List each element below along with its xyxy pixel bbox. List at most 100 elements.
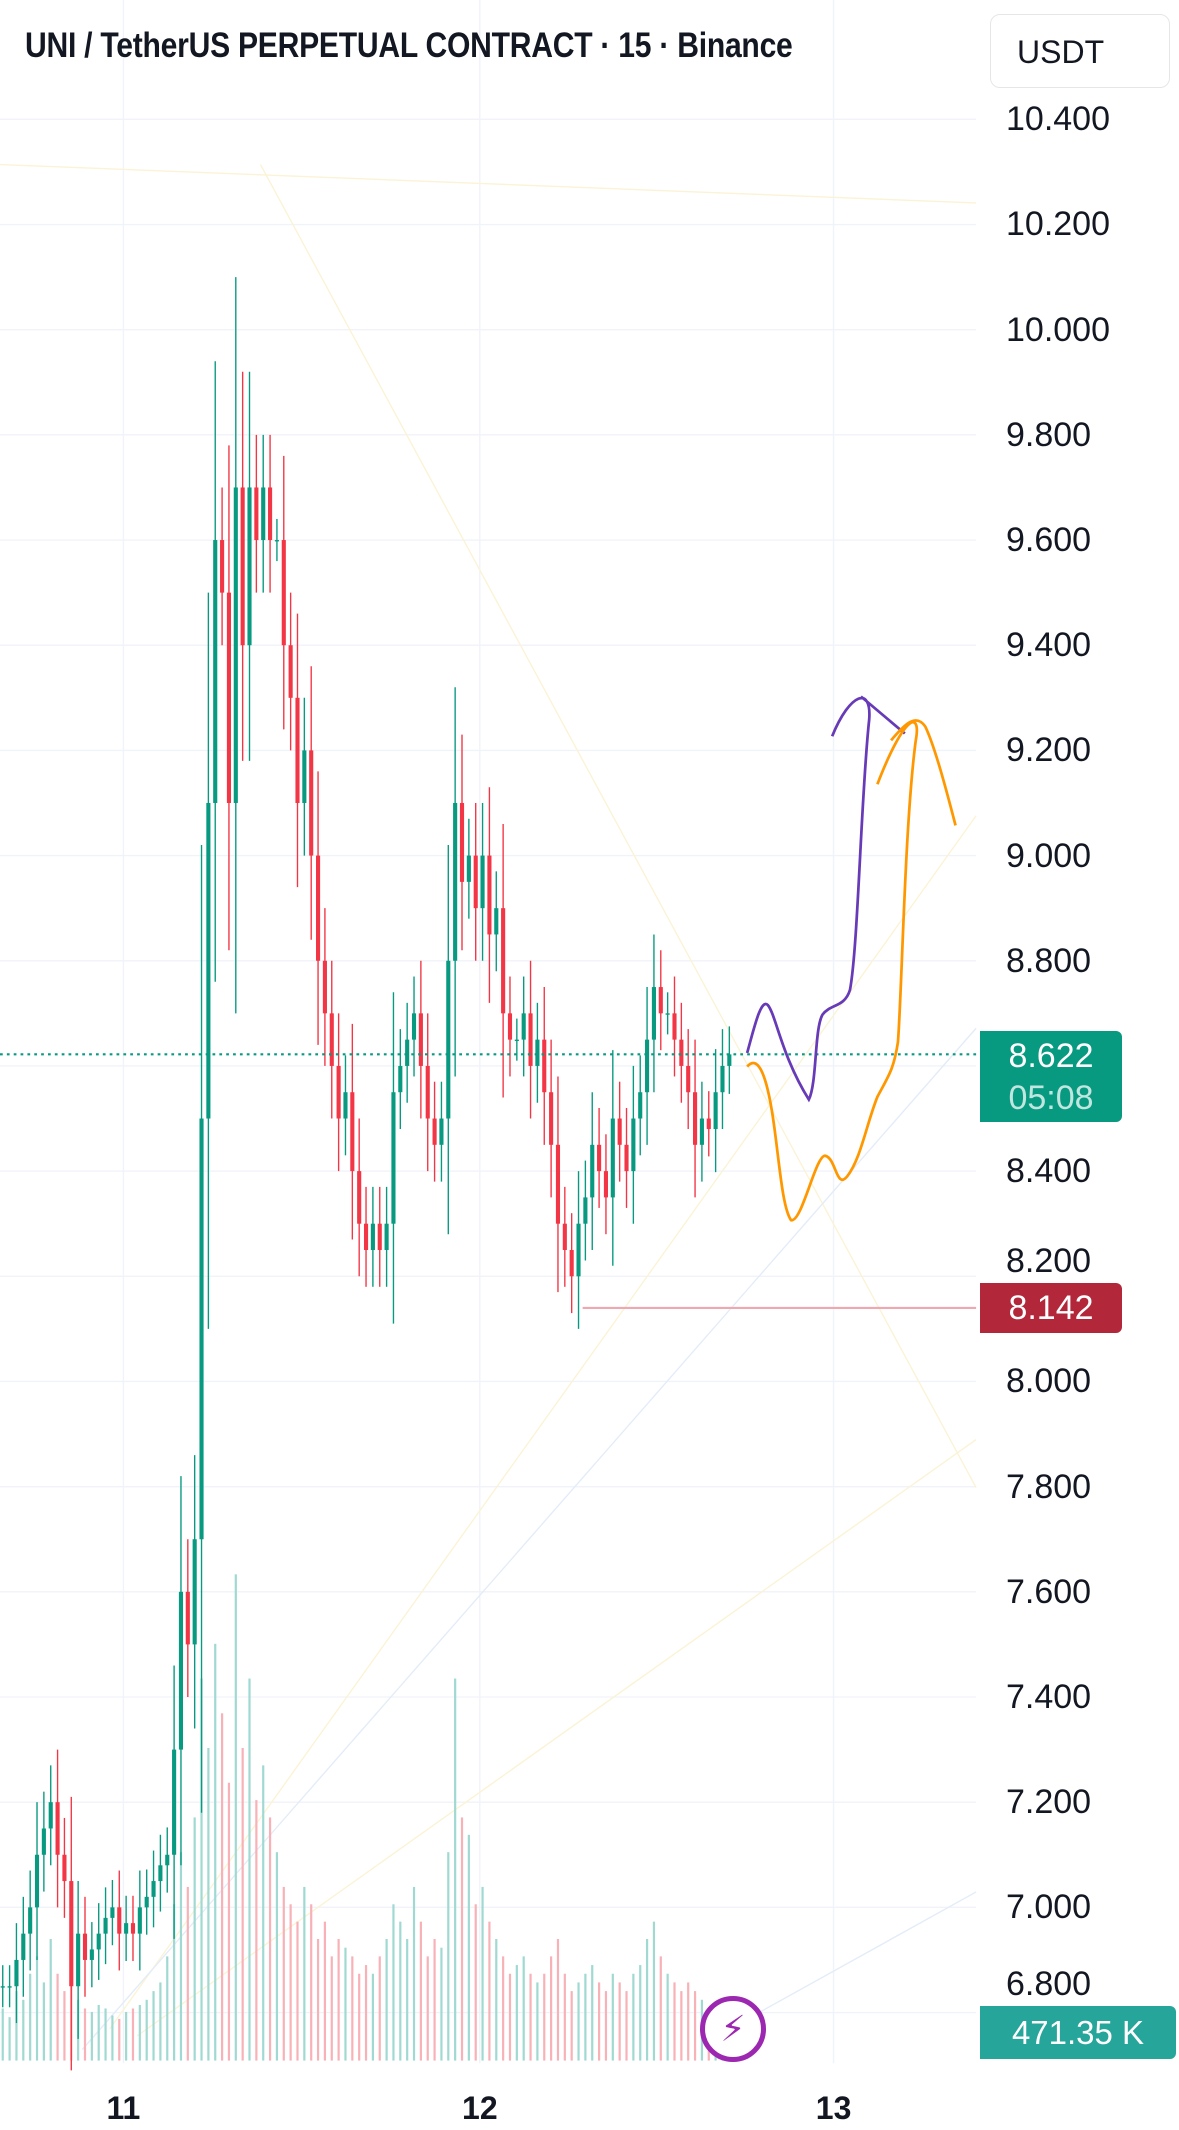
candle-body [14, 1959, 19, 1987]
candle-body [48, 1802, 53, 1829]
volume-bar [15, 1991, 18, 2061]
volume-bar [440, 1947, 443, 2061]
candle-body [41, 1828, 46, 1855]
candle-body [446, 960, 451, 1119]
price-axis-label: 8.000 [1006, 1362, 1092, 1401]
candle-body [137, 1907, 142, 1934]
volume-bar [693, 1991, 697, 2061]
volume-bar [186, 1886, 189, 2061]
candle-body [302, 750, 307, 803]
candle-body [507, 1013, 513, 1040]
candle-body [69, 1881, 74, 1987]
volume-bar [515, 1965, 518, 2061]
candle-body [713, 1092, 718, 1130]
candle-body [638, 1092, 643, 1119]
candle-body [363, 1223, 369, 1250]
volume-bar [268, 1817, 272, 2061]
volume-bar [173, 1904, 176, 2061]
candle-body [247, 487, 252, 646]
volume-bar [234, 1574, 237, 2061]
volume-bar [584, 1973, 587, 2061]
volume-bar [131, 2008, 135, 2061]
price-axis-label: 9.000 [1006, 836, 1092, 875]
candle-body [528, 1013, 533, 1066]
candle-body [405, 1039, 410, 1066]
candle-body [117, 1907, 122, 1934]
volume-bar [426, 1956, 429, 2061]
volume-bar [378, 1956, 381, 2061]
candle-body [144, 1896, 149, 1908]
candle-body [7, 1986, 12, 1988]
volume-bar [550, 1956, 553, 2061]
volume-bar [111, 2015, 114, 2061]
price-axis-label: 7.600 [1006, 1572, 1092, 1611]
price-axis-label: 9.800 [1006, 415, 1092, 454]
volume-bar [488, 1921, 491, 2061]
volume-bar [330, 1956, 333, 2061]
volume-bar [227, 1782, 231, 2061]
volume-bar [618, 1982, 621, 2061]
candle-body [124, 1923, 129, 1934]
drawing-purple-path[interactable] [745, 695, 906, 1103]
volume-bar [42, 1982, 45, 2061]
volume-bar [495, 1939, 498, 2061]
volume-bar [502, 1956, 505, 2061]
candle-body [645, 1039, 650, 1093]
volume-bar [604, 1991, 608, 2061]
candle-body [55, 1802, 60, 1855]
price-axis-label: 8.800 [1006, 941, 1092, 980]
volume-bar [522, 1956, 525, 2061]
price-axis-label: 8.200 [1006, 1242, 1092, 1280]
candle-body [322, 960, 327, 1014]
candle-body [610, 1118, 615, 1198]
candles [0, 277, 732, 2071]
current-price-tag: 8.622 05:08 [980, 1031, 1122, 1122]
candle-body [597, 1144, 602, 1172]
currency-selector[interactable]: USDT [990, 14, 1170, 88]
price-axis-label: 9.400 [1006, 626, 1092, 665]
candle-body [233, 487, 238, 803]
volume-bar [529, 1973, 532, 2061]
grid-lines [0, 0, 977, 2064]
bar-countdown: 05:08 [1008, 1079, 1094, 1117]
candle-body [651, 987, 656, 1040]
candle-body [521, 1013, 526, 1040]
volume-bar [316, 1939, 320, 2061]
candle-body [603, 1171, 609, 1198]
volume-bar [577, 1982, 580, 2061]
volume-bar [433, 1939, 436, 2061]
candle-body [254, 487, 259, 541]
candle-body [268, 487, 273, 541]
candle-body [172, 1749, 177, 1855]
drawing-orange-path[interactable] [746, 719, 957, 1222]
candle-body [295, 697, 300, 803]
volume-bar [460, 1817, 464, 2061]
volume-bar [467, 1834, 470, 2061]
drawing-trendlines [0, 163, 977, 2051]
candle-body [192, 1539, 197, 1645]
volume-bar [673, 1982, 676, 2061]
candle-body [672, 1013, 677, 1040]
volume-bar [303, 1886, 306, 2061]
candle-body [617, 1118, 622, 1145]
volume-bar [262, 1765, 265, 2061]
candle-body [165, 1854, 170, 1866]
volume-bar [385, 1939, 388, 2061]
volume-bar [214, 1643, 217, 2061]
volume-bar [632, 1973, 635, 2061]
volume-bar [611, 1973, 614, 2061]
volume-bar [241, 1747, 244, 2061]
candle-body [514, 1039, 519, 1042]
candle-body [425, 1065, 430, 1119]
volume-bar [419, 1921, 422, 2061]
candle-body [357, 1171, 362, 1224]
price-axis-label: 9.200 [1006, 731, 1092, 770]
chart-title: UNI / TetherUS PERPETUAL CONTRACT · 15 ·… [25, 26, 793, 65]
volume-bar [63, 1991, 66, 2061]
lightning-icon[interactable]: ⚡︎ [700, 1996, 766, 2062]
candle-body [665, 1013, 670, 1015]
candle-body [391, 1092, 396, 1224]
candle-body [699, 1118, 704, 1145]
volume-bar [104, 2008, 107, 2061]
